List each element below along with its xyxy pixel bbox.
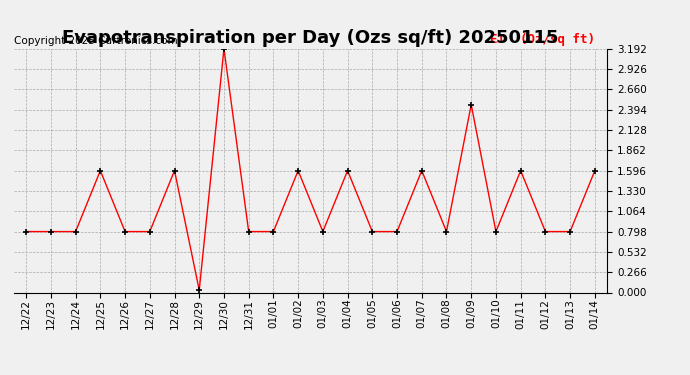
Text: Copyright 2025 Curtronics.com: Copyright 2025 Curtronics.com [14,36,177,46]
Title: Evapotranspiration per Day (Ozs sq/ft) 20250115: Evapotranspiration per Day (Ozs sq/ft) 2… [62,29,559,47]
Text: ET  (Oz/sq ft): ET (Oz/sq ft) [491,33,595,46]
